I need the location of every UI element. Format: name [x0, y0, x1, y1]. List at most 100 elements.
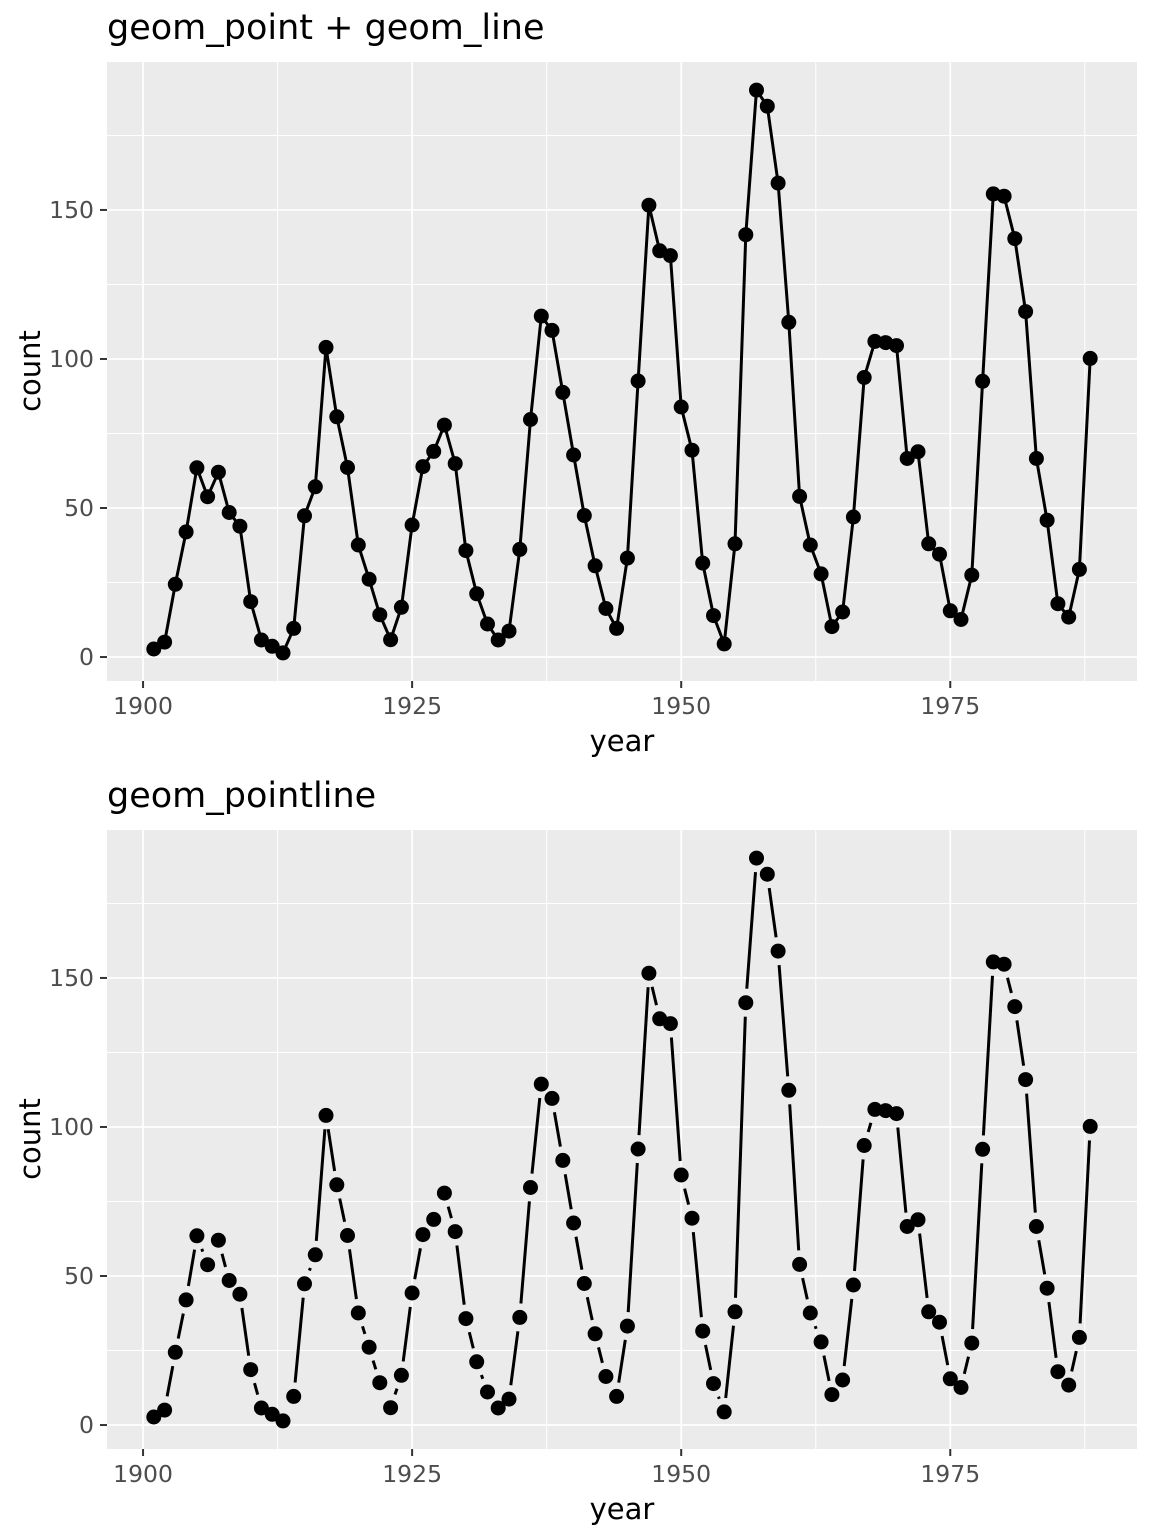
data-point	[781, 314, 797, 330]
data-point	[189, 460, 205, 476]
data-point	[544, 1090, 560, 1106]
series-line-segment	[293, 1297, 305, 1383]
data-point	[210, 464, 226, 480]
series-line-segment	[1025, 1093, 1037, 1213]
data-point	[1061, 609, 1077, 625]
data-point	[157, 634, 173, 650]
series-line-segment	[822, 1355, 831, 1382]
data-point	[146, 641, 162, 657]
series-line-segment	[813, 1325, 818, 1330]
series-line-segment	[704, 1344, 713, 1371]
data-point	[942, 603, 958, 619]
data-point	[953, 1380, 969, 1395]
data-point	[996, 956, 1012, 972]
series-line-segment	[176, 1313, 185, 1339]
series-line-segment	[1078, 1140, 1091, 1324]
data-point	[932, 1314, 947, 1330]
series-line-segment	[509, 1331, 520, 1386]
series-line-segment	[446, 1206, 453, 1219]
data-point	[576, 508, 592, 523]
series-line-segment	[552, 1111, 562, 1147]
series-line-segment	[479, 1374, 485, 1380]
series-line-segment	[597, 1347, 604, 1364]
data-point	[458, 543, 474, 559]
data-point	[695, 1323, 711, 1339]
data-point	[1039, 512, 1055, 528]
data-point	[759, 866, 775, 882]
data-point	[598, 1369, 614, 1384]
series-line-segment	[669, 1037, 682, 1162]
data-point	[609, 620, 625, 636]
data-point	[533, 308, 549, 324]
data-point	[727, 536, 743, 552]
data-point	[889, 1106, 904, 1122]
y-tick-label: 100	[49, 345, 94, 373]
series-line-segment	[918, 1233, 929, 1299]
data-point	[243, 594, 259, 610]
x-axis-title: year	[589, 1492, 655, 1526]
data-point	[1071, 1329, 1087, 1345]
series-line-segment	[724, 1325, 735, 1399]
x-tick-label: 1950	[651, 692, 711, 720]
data-point	[662, 1016, 678, 1032]
data-point	[781, 1082, 797, 1098]
data-point	[232, 518, 248, 534]
series-line-segment	[1037, 1240, 1047, 1275]
data-point	[1007, 231, 1023, 247]
series-line-segment	[626, 1162, 639, 1313]
series-line-segment	[1047, 1301, 1058, 1358]
data-point	[953, 612, 969, 627]
series-line-segment	[896, 1127, 908, 1213]
data-point	[706, 608, 721, 624]
data-point	[1018, 304, 1034, 320]
series-line-segment	[734, 1016, 747, 1298]
data-point	[512, 541, 528, 557]
data-point	[770, 943, 786, 959]
data-point	[329, 409, 345, 425]
data-point	[673, 399, 689, 415]
data-point	[404, 1285, 420, 1301]
data-point	[1071, 561, 1087, 577]
data-point	[307, 1247, 323, 1263]
series-line-segment	[866, 1122, 873, 1133]
data-point	[824, 1387, 840, 1403]
series-line-segment	[940, 1335, 950, 1366]
y-tick-label: 150	[49, 196, 94, 224]
data-point	[157, 1402, 173, 1418]
data-point	[1007, 999, 1023, 1015]
data-point	[716, 1404, 732, 1420]
data-point	[716, 636, 732, 652]
data-point	[210, 1232, 226, 1248]
data-point	[275, 645, 291, 661]
data-point	[523, 1180, 538, 1195]
series-line-segment	[455, 1245, 466, 1305]
data-point	[264, 1406, 280, 1422]
data-point	[350, 1305, 366, 1321]
data-point	[469, 1354, 485, 1370]
chart-geom-point-line: geom_point + geom_line count 1900 1925 195…	[13, 8, 1137, 758]
data-point	[921, 536, 937, 552]
data-point	[458, 1311, 474, 1327]
data-point	[727, 1304, 743, 1320]
series-line-segment	[853, 1159, 865, 1272]
data-point	[415, 459, 431, 475]
data-point	[856, 370, 872, 385]
data-point	[1050, 596, 1066, 612]
data-point	[889, 338, 904, 354]
data-point	[964, 1335, 980, 1351]
data-point	[329, 1177, 345, 1193]
series-line-segment	[574, 1236, 584, 1270]
data-point	[759, 98, 775, 114]
data-point	[975, 1141, 991, 1157]
data-point	[899, 1219, 915, 1234]
data-point	[232, 1286, 248, 1302]
data-point	[910, 1212, 926, 1228]
data-point	[469, 586, 485, 602]
data-point	[393, 599, 409, 615]
data-point	[587, 1326, 603, 1342]
series-line-segment	[220, 1253, 227, 1268]
data-point	[845, 1277, 861, 1293]
data-point	[932, 546, 947, 562]
series-line-segment	[326, 1128, 337, 1172]
